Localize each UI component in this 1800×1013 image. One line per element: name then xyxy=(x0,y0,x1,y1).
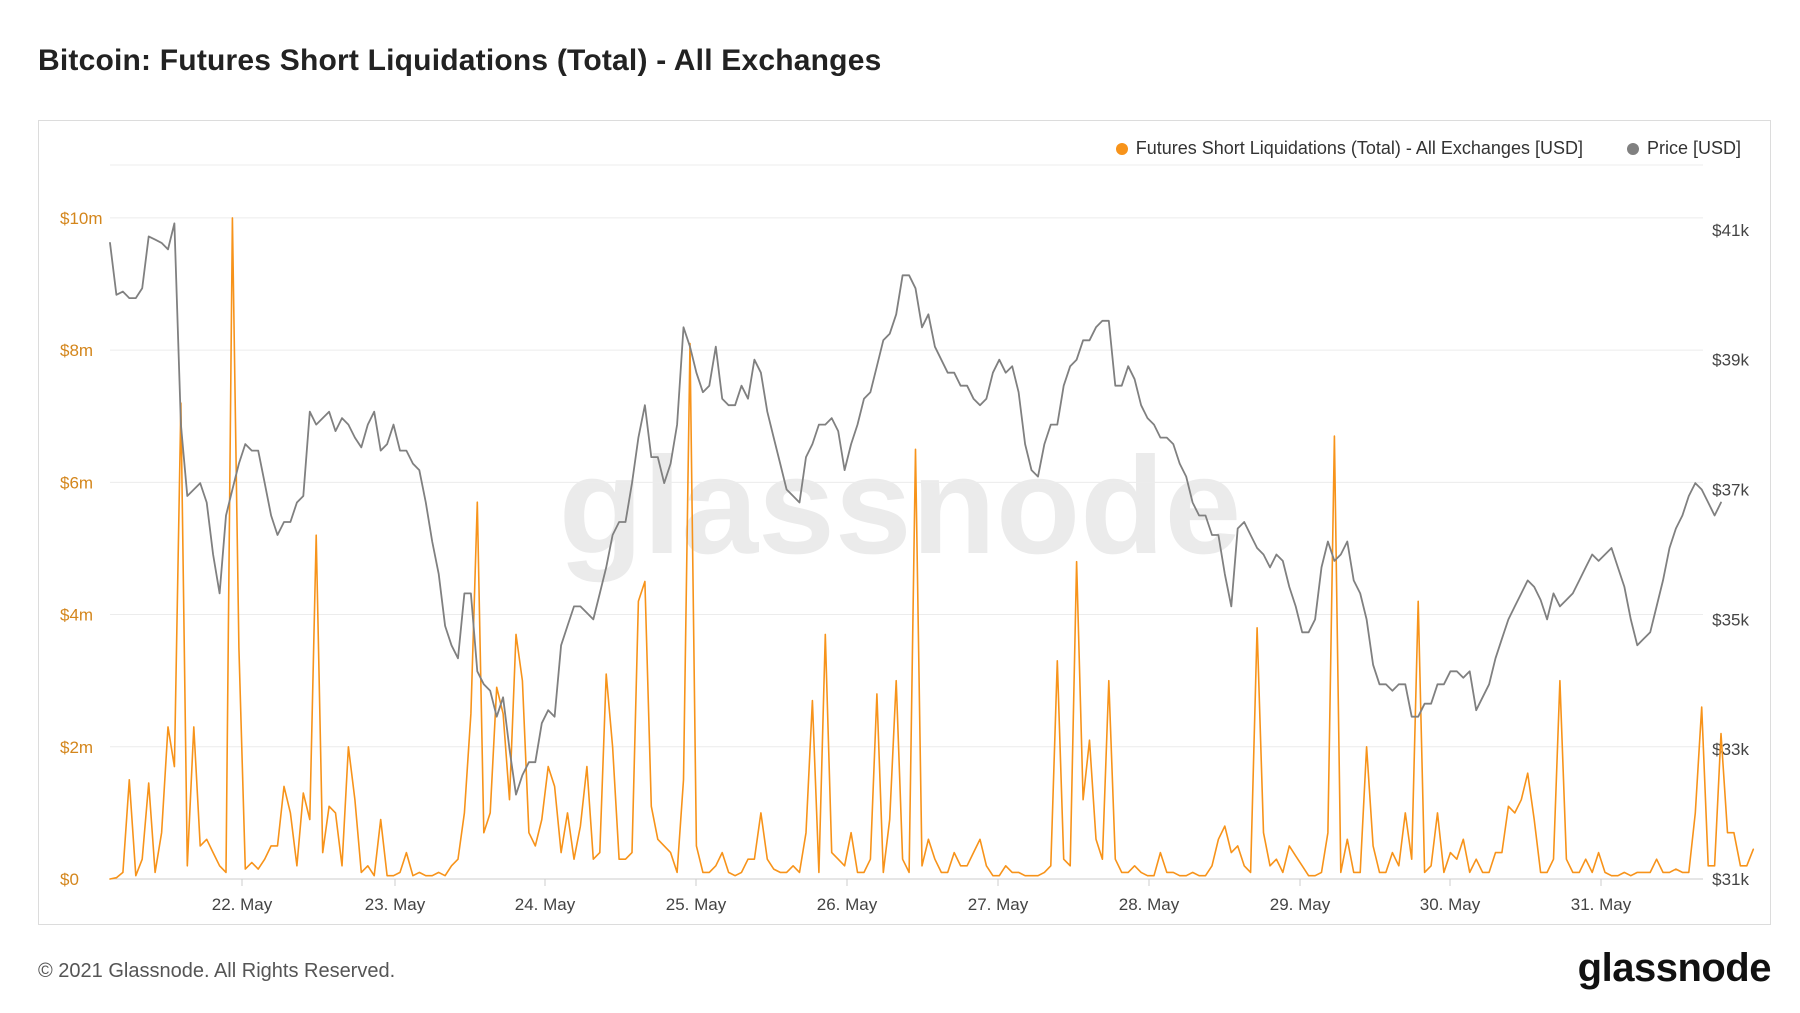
legend-label-price: Price [USD] xyxy=(1646,138,1741,158)
x-axis-tick-label: 31. May xyxy=(1571,895,1632,914)
series-line-price[interactable] xyxy=(109,222,1722,796)
page-title: Bitcoin: Futures Short Liquidations (Tot… xyxy=(38,44,882,77)
x-axis-tick-label: 28. May xyxy=(1119,895,1180,914)
left-axis: $0 $2m $4m $6m $8m $10m xyxy=(60,209,103,889)
legend-label-liquidations: Futures Short Liquidations (Total) - All… xyxy=(1135,138,1583,158)
x-axis-tick-label: 30. May xyxy=(1420,895,1481,914)
grid-layer xyxy=(110,164,1703,880)
legend-item-price[interactable]: Price [USD] xyxy=(1626,138,1741,159)
left-axis-tick-label: $4m xyxy=(60,606,93,625)
left-axis-tick-label: $8m xyxy=(60,341,93,360)
legend-dot-liquidations xyxy=(1115,142,1128,155)
watermark: glassnode xyxy=(559,429,1242,583)
left-axis-tick-label: $0 xyxy=(60,870,79,889)
x-axis-tick-label: 26. May xyxy=(817,895,878,914)
left-axis-tick-label: $6m xyxy=(60,473,93,492)
x-axis-tick-label: 29. May xyxy=(1270,895,1331,914)
x-axis-tick-label: 22. May xyxy=(212,895,273,914)
chart-panel xyxy=(38,120,1771,925)
series-layer xyxy=(109,217,1755,880)
x-axis-tick-label: 24. May xyxy=(515,895,576,914)
right-axis-tick-label: $37k xyxy=(1712,481,1749,500)
x-axis: 22. May 23. May 24. May 25. May 26. May 27. M… xyxy=(110,878,1703,914)
right-axis-tick-label: $31k xyxy=(1712,870,1749,889)
right-axis-tick-label: $35k xyxy=(1712,610,1749,629)
left-axis-tick-label: $10m xyxy=(60,209,103,228)
x-axis-tick-label: 27. May xyxy=(968,895,1029,914)
legend-dot-price xyxy=(1626,142,1639,155)
series-line-liquidations[interactable] xyxy=(109,217,1755,880)
left-axis-tick-label: $2m xyxy=(60,738,93,757)
x-axis-tick-label: 23. May xyxy=(365,895,426,914)
right-axis-tick-label: $39k xyxy=(1712,351,1749,370)
footer-copyright: © 2021 Glassnode. All Rights Reserved. xyxy=(38,960,396,982)
chart-legend: Futures Short Liquidations (Total) - All… xyxy=(1115,138,1741,159)
right-axis-tick-label: $41k xyxy=(1712,221,1749,240)
legend-item-liquidations[interactable]: Futures Short Liquidations (Total) - All… xyxy=(1115,138,1583,159)
x-axis-tick-label: 25. May xyxy=(666,895,727,914)
right-axis-tick-label: $33k xyxy=(1712,740,1749,759)
footer-logo[interactable]: glassnode xyxy=(1577,946,1772,990)
